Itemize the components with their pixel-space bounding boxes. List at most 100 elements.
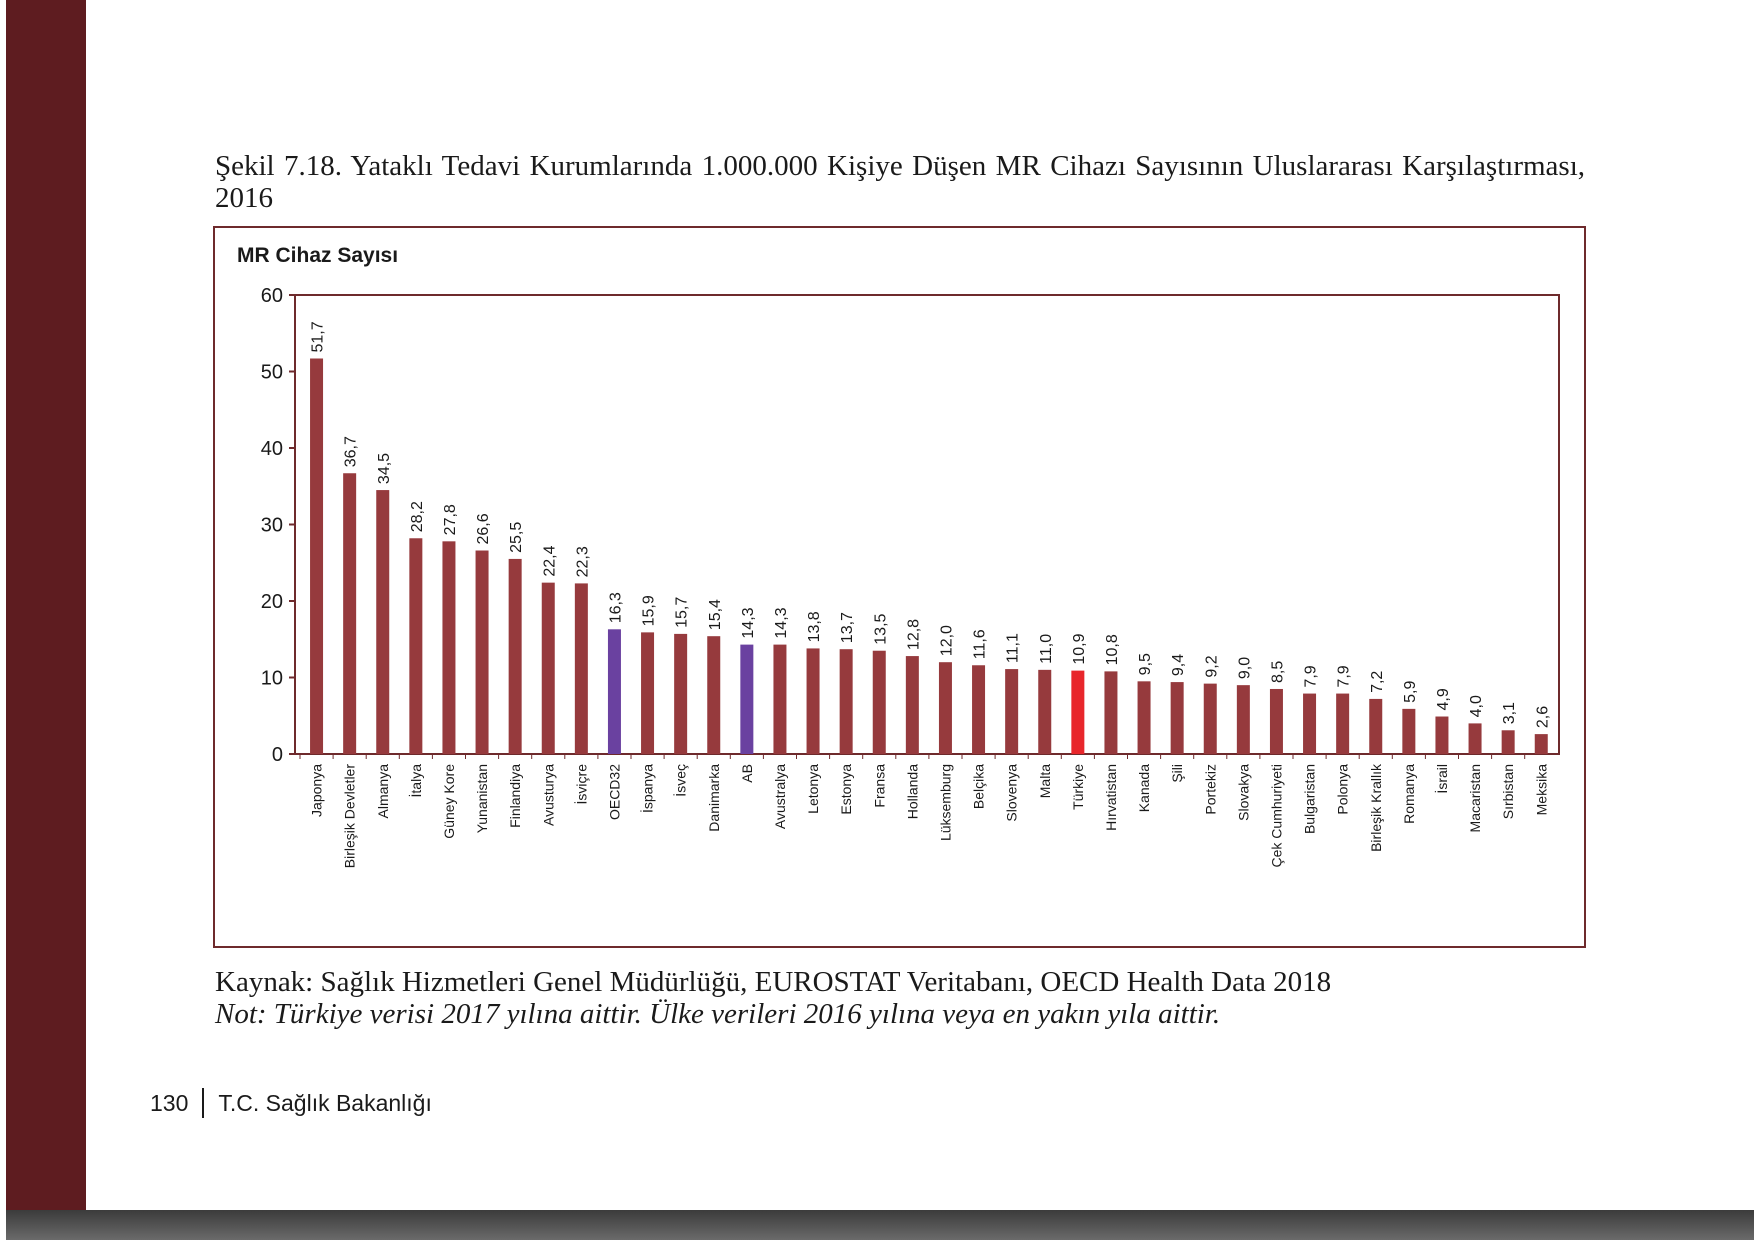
sidebar-bar	[6, 0, 86, 1210]
bar	[872, 650, 886, 754]
bar	[310, 358, 324, 754]
x-tick-label: Hırvatistan	[1103, 764, 1119, 831]
bar	[1071, 670, 1085, 754]
bar	[1269, 688, 1283, 754]
x-tick-label: Finlandiya	[507, 764, 523, 828]
x-tick-label: Romanya	[1401, 764, 1417, 824]
x-tick-label: Fransa	[871, 764, 887, 808]
bar	[409, 538, 423, 754]
data-label: 26,6	[475, 513, 492, 544]
y-tick-label: 20	[261, 591, 283, 613]
bar	[475, 550, 489, 754]
data-label: 15,9	[641, 595, 658, 626]
bar	[1236, 685, 1250, 754]
footer-separator	[202, 1088, 205, 1118]
bar	[1336, 693, 1350, 754]
bar	[674, 633, 688, 754]
bar	[1501, 730, 1515, 754]
x-tick-label: Sırbistan	[1500, 764, 1516, 819]
bar	[1468, 723, 1482, 754]
bar	[839, 649, 853, 754]
data-label: 7,2	[1369, 671, 1386, 693]
x-tick-label: Slovenya	[1004, 764, 1020, 822]
x-tick-label: Meksika	[1533, 764, 1549, 816]
y-tick-label: 50	[261, 362, 283, 384]
x-tick-label: Birleşik Devletler	[342, 764, 358, 869]
x-tick-label: AB	[739, 764, 755, 783]
y-tick-label: 40	[261, 438, 283, 460]
bar	[1038, 669, 1052, 754]
data-label: 36,7	[343, 436, 360, 467]
x-tick-label: İspanya	[639, 764, 656, 813]
data-label: 22,3	[574, 546, 591, 577]
bar	[376, 490, 390, 754]
x-tick-label: İsveç	[672, 764, 689, 797]
data-label: 7,9	[1303, 665, 1320, 687]
note-text: Not: Türkiye verisi 2017 yılına aittir. …	[215, 998, 1221, 1030]
bottom-bar	[6, 1210, 1754, 1240]
bar-chart: MR Cihaz Sayısı 0 10 20 30 40 50 60 51,7 Japonya…	[237, 244, 1560, 869]
x-tick-label: Almanya	[375, 764, 391, 819]
x-tick-label: Şili	[1169, 764, 1185, 783]
data-label: 51,7	[310, 321, 327, 352]
page-footer: 130 T.C. Sağlık Bakanlığı	[150, 1088, 432, 1118]
x-tick-label: İtalya	[407, 764, 424, 798]
bar	[343, 473, 357, 754]
source-text: Kaynak: Sağlık Hizmetleri Genel Müdürlüğ…	[215, 966, 1332, 998]
x-tick-label: Güney Kore	[441, 764, 457, 839]
x-tick-label: Portekiz	[1202, 764, 1218, 815]
x-tick-label: Çek Cumhuriyeti	[1268, 764, 1284, 867]
bar	[442, 541, 456, 754]
x-tick-label: Hollanda	[904, 764, 920, 819]
x-tick-label: Letonya	[805, 764, 821, 814]
data-label: 10,8	[1104, 634, 1121, 665]
x-tick-label: Lüksemburg	[937, 764, 953, 841]
data-label: 34,5	[376, 453, 393, 484]
publisher-name: T.C. Sağlık Bakanlığı	[218, 1089, 432, 1116]
bar	[641, 632, 655, 754]
bar	[707, 636, 721, 754]
x-tick-label: Danimarka	[706, 764, 722, 832]
data-label: 11,0	[1038, 634, 1055, 664]
x-tick-label: Yunanistan	[474, 764, 490, 833]
y-tick-label: 30	[261, 515, 283, 537]
figure-caption: Şekil 7.18. Yataklı Tedavi Kurumlarında …	[215, 150, 1585, 214]
bar	[574, 583, 588, 754]
bar	[972, 665, 986, 754]
data-label: 14,3	[740, 607, 757, 638]
data-label: 8,5	[1269, 661, 1286, 683]
data-label: 9,0	[1236, 657, 1253, 679]
data-label: 22,4	[541, 545, 558, 576]
bar	[1137, 681, 1151, 754]
data-label: 13,5	[872, 613, 889, 644]
x-tick-label: Slovakya	[1235, 764, 1251, 821]
x-tick-label: Belçika	[971, 764, 987, 809]
data-label: 13,7	[839, 612, 856, 643]
bar	[1104, 671, 1118, 754]
bar	[1203, 683, 1217, 754]
bar	[1402, 708, 1416, 754]
x-tick-label: Macaristan	[1467, 764, 1483, 832]
data-label: 2,6	[1534, 706, 1551, 728]
data-label: 16,3	[607, 592, 624, 623]
data-label: 14,3	[773, 607, 790, 638]
bar	[740, 644, 754, 754]
data-label: 27,8	[442, 504, 459, 535]
x-tick-label: İsrail	[1433, 764, 1450, 794]
chart-frame: MR Cihaz Sayısı 0 10 20 30 40 50 60 51,7 Japonya…	[213, 226, 1586, 948]
data-label: 9,4	[1170, 654, 1187, 676]
data-label: 12,8	[905, 619, 922, 650]
data-label: 7,9	[1336, 665, 1353, 687]
page-number: 130	[150, 1089, 189, 1116]
bar	[1170, 682, 1184, 754]
bar	[806, 648, 820, 754]
data-label: 25,5	[508, 522, 525, 553]
data-label: 9,2	[1203, 655, 1220, 677]
bar	[1005, 669, 1019, 754]
bar	[1369, 698, 1383, 754]
bar	[773, 644, 787, 754]
data-label: 11,6	[972, 629, 989, 659]
data-label: 10,9	[1071, 633, 1088, 664]
bar	[508, 558, 522, 754]
x-tick-label: Birleşik Krallık	[1368, 763, 1384, 852]
